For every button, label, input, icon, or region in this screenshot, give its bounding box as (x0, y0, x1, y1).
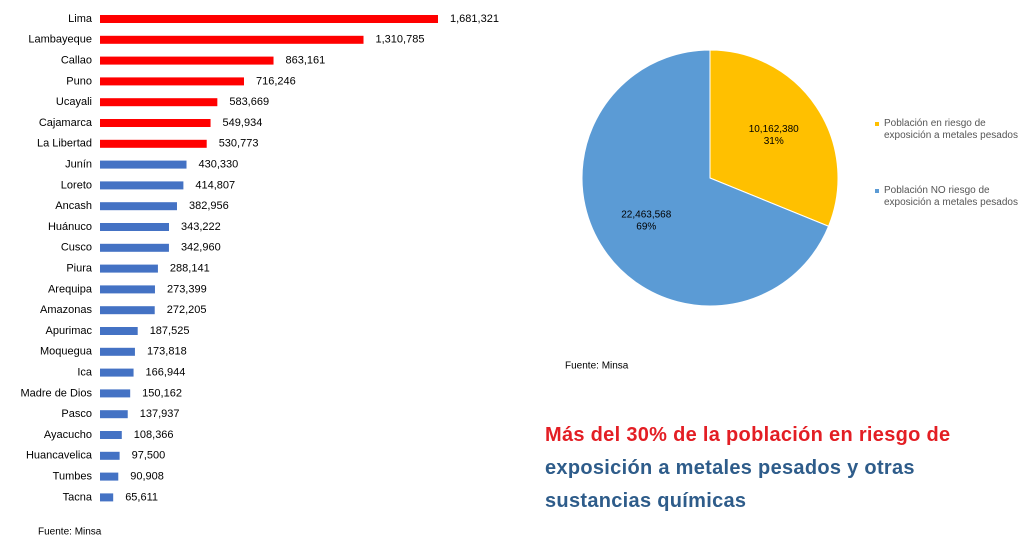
category-label: Arequipa (48, 283, 93, 295)
bar (100, 35, 364, 44)
category-label: Lima (68, 13, 93, 25)
value-label: 382,956 (189, 200, 229, 212)
bar (100, 264, 158, 273)
category-label: Junín (65, 159, 92, 171)
slice-percent-label: 69% (636, 222, 656, 233)
category-label: Madre de Dios (20, 387, 92, 399)
bar (100, 368, 134, 377)
value-label: 97,500 (132, 450, 166, 462)
value-label: 272,205 (167, 304, 207, 316)
category-label: Piura (66, 263, 93, 275)
category-label: Huancavelica (26, 450, 93, 462)
headline-line: exposición a metales pesados y otras (545, 457, 915, 479)
pie-slice (581, 49, 830, 307)
legend-text: Población en riesgo de exposición a meta… (884, 118, 1018, 141)
bar (100, 202, 177, 211)
bar (100, 493, 114, 502)
value-label: 342,960 (181, 242, 221, 254)
category-label: Lambayeque (28, 34, 92, 46)
value-label: 166,944 (146, 367, 186, 379)
bar-source: Fuente: Minsa (38, 527, 102, 538)
category-label: Loreto (61, 179, 92, 191)
value-label: 414,807 (195, 179, 235, 191)
category-label: Tumbes (53, 471, 93, 483)
value-label: 1,681,321 (450, 13, 499, 25)
value-label: 549,934 (223, 117, 263, 129)
bar (100, 243, 169, 252)
category-label: Ica (77, 367, 93, 379)
bar (100, 139, 207, 148)
bar (100, 285, 155, 294)
bar (100, 98, 218, 107)
bar (100, 347, 135, 356)
category-label: Amazonas (40, 304, 92, 316)
category-label: Cusco (61, 242, 92, 254)
value-label: 583,669 (229, 96, 269, 108)
bar (100, 451, 120, 460)
value-label: 173,818 (147, 346, 187, 358)
value-label: 150,162 (142, 387, 182, 399)
slice-value-label: 10,162,380 (749, 124, 799, 135)
legend-marker (875, 122, 879, 126)
bar (100, 160, 187, 169)
bar (100, 389, 131, 398)
slice-value-label: 22,463,568 (621, 210, 671, 221)
value-label: 90,908 (130, 471, 164, 483)
bar (100, 306, 155, 315)
value-label: 273,399 (167, 283, 207, 295)
category-label: Ayacucho (44, 429, 92, 441)
value-label: 430,330 (199, 159, 239, 171)
category-label: Pasco (61, 408, 92, 420)
value-label: 530,773 (219, 138, 259, 150)
legend-entry: Población NO riesgo de exposición a meta… (875, 185, 1019, 209)
headline-line: sustancias químicas (545, 490, 747, 512)
bar (100, 15, 438, 23)
slice-percent-label: 31% (764, 136, 784, 147)
bar (100, 223, 169, 231)
category-label: Ucayali (56, 96, 92, 108)
category-label: Huánuco (48, 221, 92, 233)
bar (100, 472, 119, 481)
value-label: 187,525 (150, 325, 190, 337)
bar (100, 410, 128, 419)
category-label: Ancash (55, 200, 92, 212)
bar (100, 56, 274, 65)
category-label: Moquegua (40, 346, 93, 358)
bar (100, 77, 244, 86)
bar (100, 119, 211, 127)
bar (100, 181, 184, 190)
pie-source: Fuente: Minsa (565, 361, 629, 372)
category-label: Apurimac (46, 325, 93, 337)
value-label: 288,141 (170, 263, 210, 275)
value-label: 343,222 (181, 221, 221, 233)
value-label: 137,937 (140, 408, 180, 420)
value-label: 65,611 (125, 491, 158, 503)
category-label: Callao (61, 55, 92, 67)
value-label: 716,246 (256, 75, 296, 87)
legend-entry: Población en riesgo de exposición a meta… (875, 118, 1019, 142)
legend-text: Población NO riesgo de exposición a meta… (884, 185, 1018, 208)
category-label: Puno (66, 75, 92, 87)
bar (100, 327, 138, 335)
value-label: 1,310,785 (376, 34, 425, 46)
category-label: Cajamarca (39, 117, 93, 129)
pie-slice (709, 49, 839, 227)
bar (100, 431, 122, 439)
legend-marker (875, 189, 879, 193)
category-label: Tacna (63, 491, 93, 503)
category-label: La Libertad (37, 138, 92, 150)
value-label: 108,366 (134, 429, 174, 441)
headline-line: Más del 30% de la población en riesgo de (545, 424, 951, 446)
value-label: 863,161 (286, 55, 326, 67)
